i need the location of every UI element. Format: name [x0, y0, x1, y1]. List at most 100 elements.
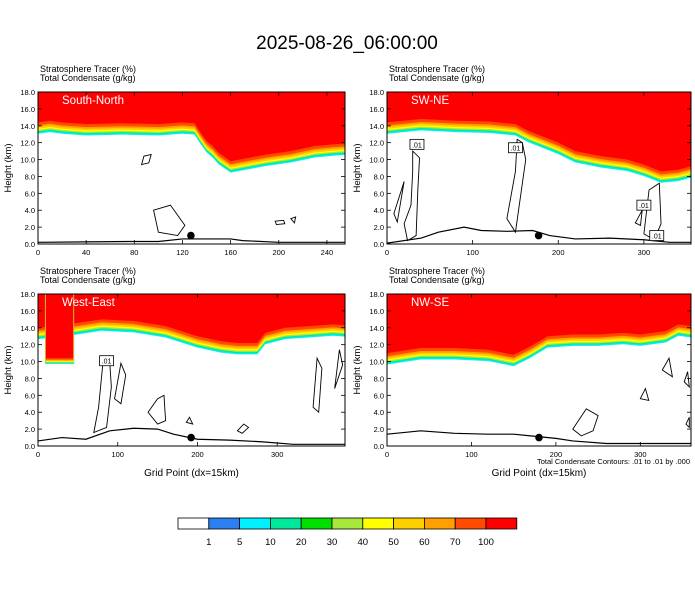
- contour-footnote: Total Condensate Contours: .01 to .01 by…: [537, 457, 690, 466]
- colorbar-swatch: [485, 517, 518, 530]
- y-tick-label: 16.0: [369, 307, 384, 316]
- colorbar-label: 100: [478, 537, 494, 548]
- colorbar-label: 5: [237, 537, 242, 548]
- panel-name: NW-SE: [411, 297, 449, 309]
- contour-label-box: [649, 230, 665, 241]
- colorbar-label: 60: [419, 537, 430, 548]
- condensate-contour: [236, 423, 250, 434]
- panel-subtitle-condensate: Total Condensate (g/kg): [389, 73, 485, 83]
- y-tick-label: 10.0: [20, 156, 35, 165]
- panel-frame: [386, 293, 692, 447]
- condensate-contour: [153, 204, 186, 237]
- y-tick-label: 4.0: [374, 408, 384, 417]
- y-tick-label: 6.0: [374, 189, 384, 198]
- colorbar-swatch: [423, 517, 456, 530]
- y-tick-label: 4.0: [25, 408, 35, 417]
- condensate-contour: [639, 387, 650, 401]
- y-tick-label: 4.0: [374, 206, 384, 215]
- contour-label-box: [508, 142, 523, 154]
- tracer-intrusion-band-0: [45, 294, 74, 359]
- contour-label-box: [99, 355, 114, 367]
- panel-subtitle-tracer: Stratosphere Tracer (%): [40, 64, 136, 74]
- x-tick-label: 160: [224, 248, 237, 257]
- y-tick-label: 8.0: [25, 172, 35, 181]
- terrain-line: [38, 427, 345, 445]
- panel-frame: [37, 293, 346, 447]
- y-tick-label: 16.0: [20, 307, 35, 316]
- panel-subtitle-condensate: Total Condensate (g/kg): [40, 275, 136, 285]
- panel-subtitle-tracer: Stratosphere Tracer (%): [40, 266, 136, 276]
- y-tick-label: 16.0: [20, 105, 35, 114]
- panel-subtitle-condensate: Total Condensate (g/kg): [389, 275, 485, 285]
- condensate-contour: [683, 371, 690, 389]
- x-tick-label: 100: [465, 450, 478, 459]
- x-tick-label: 300: [634, 450, 647, 459]
- condensate-contour: [147, 394, 167, 425]
- x-tick-label: 300: [638, 248, 651, 257]
- colorbar-label: 20: [296, 537, 307, 548]
- tracer-band-0: [387, 92, 691, 172]
- y-tick-label: 0.0: [25, 240, 35, 249]
- panel-west-east: .01 West-East Stratosphere Tracer (%)Total…: [3, 266, 346, 479]
- colorbar-swatch: [239, 517, 271, 530]
- y-tick-label: 14.0: [20, 324, 35, 333]
- x-tick-label: 100: [466, 248, 479, 257]
- y-tick-label: 12.0: [369, 341, 384, 350]
- x-tick-label: 200: [273, 248, 286, 257]
- y-tick-label: 6.0: [374, 391, 384, 400]
- y-tick-label: 0.0: [25, 442, 35, 451]
- colorbar-label: 70: [450, 537, 461, 548]
- y-tick-label: 6.0: [25, 391, 35, 400]
- x-tick-label: 0: [385, 450, 389, 459]
- condensate-contour: [334, 349, 344, 389]
- x-tick-label: 200: [550, 450, 563, 459]
- y-axis-label: Height (km): [3, 345, 14, 394]
- condensate-contour: [290, 216, 297, 224]
- y-tick-label: 12.0: [20, 139, 35, 148]
- y-tick-label: 18.0: [20, 290, 35, 299]
- location-marker: [534, 231, 543, 240]
- colorbar-label: 50: [388, 537, 399, 548]
- panel-frame: [386, 91, 692, 245]
- y-tick-label: 6.0: [25, 189, 35, 198]
- panel-south-north: South-North Stratosphere Tracer (%)Total …: [3, 64, 346, 257]
- condensate-contour: [685, 417, 690, 429]
- y-tick-label: 0.0: [374, 442, 384, 451]
- panel-subtitle-tracer: Stratosphere Tracer (%): [389, 266, 485, 276]
- y-tick-label: 10.0: [369, 358, 384, 367]
- y-axis-label: Height (km): [3, 143, 14, 192]
- colorbar-label: 1: [206, 537, 211, 548]
- x-tick-label: 200: [191, 450, 204, 459]
- y-tick-label: 18.0: [369, 290, 384, 299]
- x-tick-label: 40: [82, 248, 90, 257]
- x-tick-label: 0: [36, 248, 40, 257]
- y-tick-label: 14.0: [20, 122, 35, 131]
- panel-name: SW-NE: [411, 95, 449, 107]
- y-tick-label: 18.0: [20, 88, 35, 97]
- x-tick-label: 300: [271, 450, 284, 459]
- y-tick-label: 4.0: [25, 206, 35, 215]
- condensate-contour: [140, 153, 152, 166]
- colorbar-label: 10: [265, 537, 276, 548]
- colorbar-swatch: [269, 517, 302, 530]
- colorbar-swatch: [208, 517, 241, 530]
- y-tick-label: 2.0: [25, 223, 35, 232]
- contour-label: .01: [102, 359, 112, 366]
- x-tick-label: 200: [552, 248, 565, 257]
- colorbar-label: 40: [358, 537, 369, 548]
- x-tick-label: 0: [385, 248, 389, 257]
- colorbar-swatch: [177, 517, 210, 530]
- y-tick-label: 2.0: [374, 425, 384, 434]
- tracer-band-0: [38, 294, 345, 343]
- panel-frame: [37, 91, 346, 245]
- condensate-contour: [403, 150, 421, 242]
- y-axis-label: Height (km): [352, 345, 363, 394]
- terrain-line: [38, 238, 345, 243]
- condensate-contour: [185, 416, 194, 425]
- contour-label: .01: [511, 146, 521, 153]
- panel-subtitle-condensate: Total Condensate (g/kg): [40, 73, 136, 83]
- y-tick-label: 16.0: [369, 105, 384, 114]
- colorbar-swatch: [362, 517, 394, 530]
